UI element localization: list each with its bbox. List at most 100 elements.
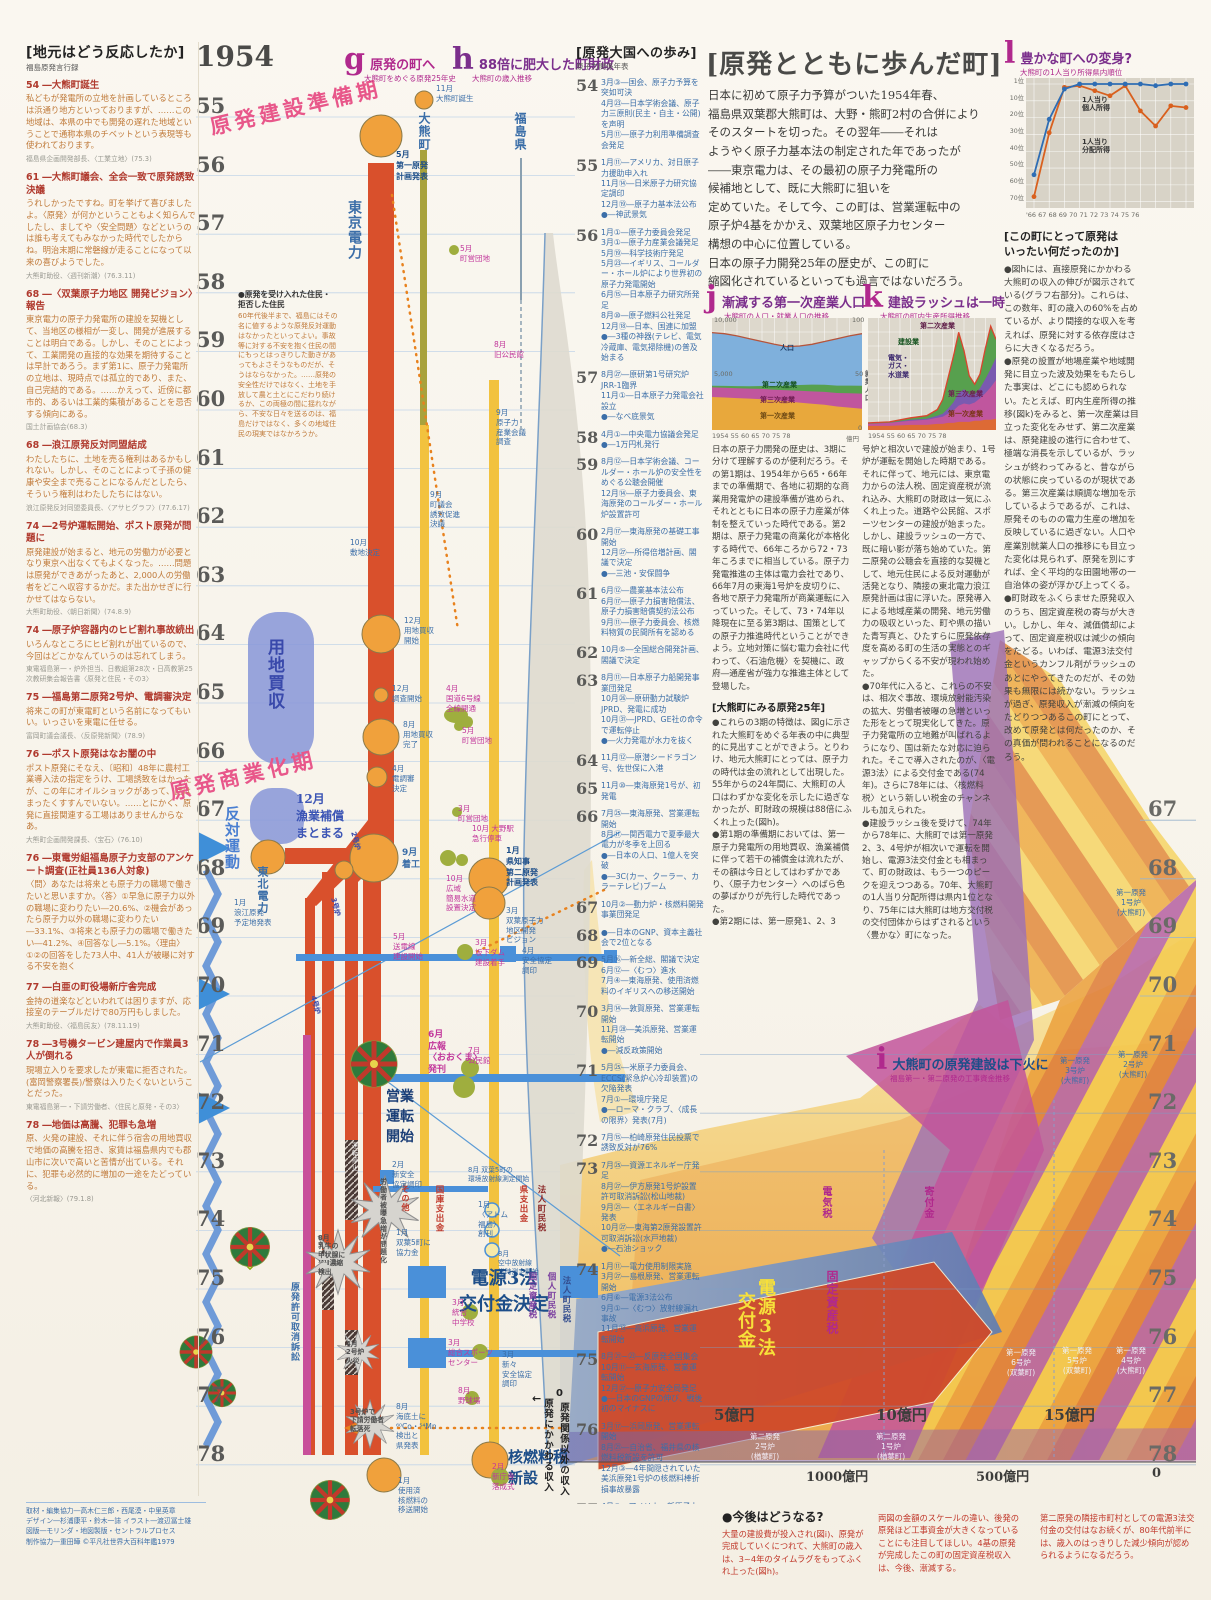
entry-year: 78 <box>26 1120 40 1132</box>
chronology-subtitle: 原子力関係年表 <box>576 62 629 71</box>
chronology-entry: 60 2月⑰―東海原発の基礎工事開始 12月㉗―所得倍増計画、閣議で決定 ●―三… <box>576 525 704 579</box>
event-label-koho: 6月 広報 〈おおくま〉 発刊 <box>428 1030 483 1076</box>
chart-j-xticks: 1954 55 60 65 70 75 78 <box>712 432 791 440</box>
chronology-entry: 77 4月⑦―アメリカ、新原子力政策発表 9月㉒―東海再処理工場、使用済核燃料の… <box>576 1500 704 1504</box>
chart-l-subtitle: 大熊町の1人当り所得県内順位 <box>1020 68 1123 77</box>
year-left: 63 <box>196 561 226 587</box>
label-dengen3po: 電源3法 交付金決定 <box>459 1268 549 1315</box>
event-label-kokudo: 4月 国道6号線 全線開通 <box>446 684 481 713</box>
quote-entry: 742号炉運転開始、ポスト原発が問題に 原発建設が始まると、地元の労働力が必要と… <box>26 521 196 617</box>
event-label-kyoryokukin: 1月 双葉5町に 協力金 <box>396 1228 431 1257</box>
quote-entry: 54大熊町誕生 私どもが発電所の立地を計画しているところは浜通り地方といっており… <box>26 80 196 163</box>
chronology-year: 57 <box>576 368 599 388</box>
event-label-kosui: 10月 広域 簡易水道 設置決定 <box>446 874 476 913</box>
year-right: 74 <box>1148 1206 1178 1232</box>
entry-source: 国土計画協会(68.3) <box>26 423 88 432</box>
accident-wheel <box>207 1378 237 1408</box>
chart-l-ytick: 70位 <box>1009 194 1024 202</box>
year-left: 58 <box>196 268 226 294</box>
chronology-text: 2月⑰―東海原発の基礎工事開始 12月㉗―所得倍増計画、閣議で決定 ●―三池・安… <box>601 527 700 578</box>
blob-yochibaishu <box>248 612 314 764</box>
entry-body: 原、火発の建設、それに伴う宿舎の用地買収で地価の高騰を招き、家賃は福島県内でも郡… <box>26 1133 192 1191</box>
chart-h-header: h 88倍に肥大した町財政 大熊町の歳入推移 <box>452 45 614 84</box>
entry-source: 浪江原発反対同盟委員長、〈アサヒグラフ〉(77.6.17) <box>26 503 190 512</box>
chart-k-ytick1: 100 <box>852 316 865 324</box>
year-left: 67 <box>196 796 226 822</box>
chronology-entry: 75 8月㉑~㉓―反原発全国集会 10月⑪―玄海原発、営業運転開始 12月㉗―原… <box>576 1350 704 1415</box>
entry-body: わたしたちに、土地を売る権利はあるかもしれない。しかし、そのことによって子孫の健… <box>26 453 192 500</box>
entry-year: 74 <box>26 625 40 637</box>
entry-source: 大熊町企画開発課長、〈宝石〉(76.10) <box>26 836 143 845</box>
event-label-sakashita: 3月 坂下ダム 建設着手 <box>475 938 505 967</box>
year-left: 65 <box>196 679 226 704</box>
left-column-subtitle: 福島原発言行録 <box>26 63 79 72</box>
footer-note-1: 大量の建設費が投入され(図i)、原発が完成していくにつれて、大熊町の歳入は、3~… <box>722 1529 864 1577</box>
chronology-year: 66 <box>576 807 599 827</box>
year-left: 55 <box>196 93 226 118</box>
chart-i-header: i 大熊町の原発建設は下火に 福島第一・第二原発の工事資金推移 <box>876 1045 1049 1084</box>
opposition-arrow <box>198 832 230 864</box>
reactor-label-3: 第一原発 3号炉 (大熊町) <box>1060 1056 1090 1085</box>
chart-l-ytick: 10位 <box>1009 94 1024 102</box>
label-hibaku: 労働者被曝急増が問題化 <box>378 1178 387 1264</box>
intro-text: 日本に初めて原子力予算がついた1954年春、 福島県双葉郡大熊町は、大野・熊町2… <box>708 88 980 289</box>
chart-i-letter: i <box>876 1042 888 1077</box>
entry-body: いろんなところにヒビ割れが出ているので、今回はどこかなんていうのは忘れてしまう。 <box>26 638 192 661</box>
chart-h-subtitle: 大熊町の歳入推移 <box>472 74 532 83</box>
chronology-entry: 63 8月⑪―日本原子力船開発事業団発足 10月㉖―原研動力試験炉JPRD、発電… <box>576 671 704 746</box>
year-left: 77 <box>196 1382 226 1408</box>
quote-entries: 54大熊町誕生 私どもが発電所の立地を計画しているところは浜通り地方といっており… <box>26 80 196 1203</box>
phase-opposition: 反対運動 <box>223 806 241 870</box>
chronology-entry: 76 3月⑰―浜岡原発、営業運転開始 8月㉑―自治省、福井県の核燃料税新設を許可… <box>576 1420 704 1495</box>
chronology-text: 1月①―原子力委員会発足 3月①―原子力産業会議発足 5月⑲―科学技術庁発足 5… <box>601 227 703 362</box>
chronology-entry: 72 7月⑮―柏崎原発住民投票で誘致反対が76% <box>576 1131 704 1154</box>
year-left: 76 <box>196 1323 226 1349</box>
chart-g-title: 原発の町へ <box>370 58 436 73</box>
population-mountain <box>523 233 591 1448</box>
chart-l-ytick: 20位 <box>1009 111 1024 119</box>
year-right: 72 <box>1148 1089 1178 1115</box>
entry-year: 61 <box>26 172 40 184</box>
essay-column-b: 号炉と相次いで建設が始まり、1号炉が運転を開始した時期である。それに伴って、地元… <box>862 445 996 941</box>
chart-j-plot <box>711 318 863 430</box>
entry-year: 78 <box>26 1039 40 1051</box>
chronology-text: 1月⑪―アメリカ、対日原子力援助申入れ 11月⑭―日米原子力研究協定調印 12月… <box>601 158 699 220</box>
chronology-title: [原発大国への歩み] <box>576 46 697 61</box>
chronology-year: 64 <box>576 751 599 771</box>
arrow-income: ← <box>532 1392 542 1405</box>
burst-label-nyugyu: 8月 乳牛の 甲状腺に ¹³¹I濃縮 検出 <box>318 1234 346 1276</box>
event-label-anzen: 4月 安全協定 調印 <box>522 946 552 975</box>
event-label-daiichi-plan: 5月 第一原発 計画発表 <box>396 150 428 181</box>
event-label-danchi56: 5月 町営団地 <box>460 244 490 263</box>
reactor-label-1: 第一原発 1号炉 (大熊町) <box>1116 888 1146 917</box>
entry-title: ポスト原発はなお闇の中 <box>42 749 156 760</box>
accident-wheel <box>179 1335 213 1369</box>
event-label-danchi65: 5月 町営団地 <box>462 726 492 745</box>
event-label-shinchosha: 2月 新庁舎 落成式 <box>492 1462 515 1491</box>
reactor-label-5: 第一原発 5号炉 (双葉町) <box>1062 1346 1092 1375</box>
chart-l-yticks: 1位 10位 20位 30位 40位 50位 60位 70位 <box>1000 76 1024 210</box>
event-tepco <box>359 114 403 158</box>
chronology-text: 8月㉑~㉓―反原発全国集会 10月⑪―玄海原発、営業運転開始 12月㉗―原子力安… <box>601 1352 703 1414</box>
label-sosho: 原発許可取消訴訟 <box>289 1282 299 1362</box>
quote-entry: 75福島第二原発2号炉、電調審決定 将来この町が東電町という名前になってもいい。… <box>26 692 196 740</box>
chronology-year: 59 <box>576 455 599 475</box>
entry-source: 大熊町助役、〈朝日新聞〉(74.8.9) <box>26 608 132 617</box>
entry-year: 75 <box>26 692 40 704</box>
chronology-text: 6月⑫―農業基本法公布 6月⑰―原子力損害賠償法、原子力損害賠償契約法公布 9月… <box>601 586 700 637</box>
chronology-text: 4月①―中央電力協議会発足 ●―1万円札発行 <box>601 429 699 449</box>
quote-entry: 68浪江原発反対同盟結成 わたしたちに、土地を売る権利はあるかもしれない。しかし… <box>26 440 196 511</box>
chart-j-subtitle: 大熊町の人口・就業人口の推移 <box>724 312 829 321</box>
label-hojin2: 法人町民税 <box>561 1276 571 1324</box>
footer-headline: ●今後はどうなる? <box>722 1510 824 1524</box>
entry-source: 大熊町助役、〈福島民友〉(78.11.19) <box>26 1022 140 1031</box>
chart-j-ytick2: 5,000 <box>714 370 733 378</box>
year-left: 69 <box>196 913 226 939</box>
chart-k-plot <box>867 318 997 430</box>
reactor-label-8: 第二原発 2号炉 (楢葉町) <box>750 1432 780 1461</box>
year-right: 67 <box>1148 796 1178 822</box>
label-income-other: 原発関係以外の収入 <box>558 1402 569 1497</box>
right-essay: [この町にとって原発は いったい何だったのか] ●図hには、直接原発にかかわる大… <box>1004 230 1140 765</box>
entry-title: 原子炉容器内のヒビ割れ事故続出 <box>42 625 194 636</box>
